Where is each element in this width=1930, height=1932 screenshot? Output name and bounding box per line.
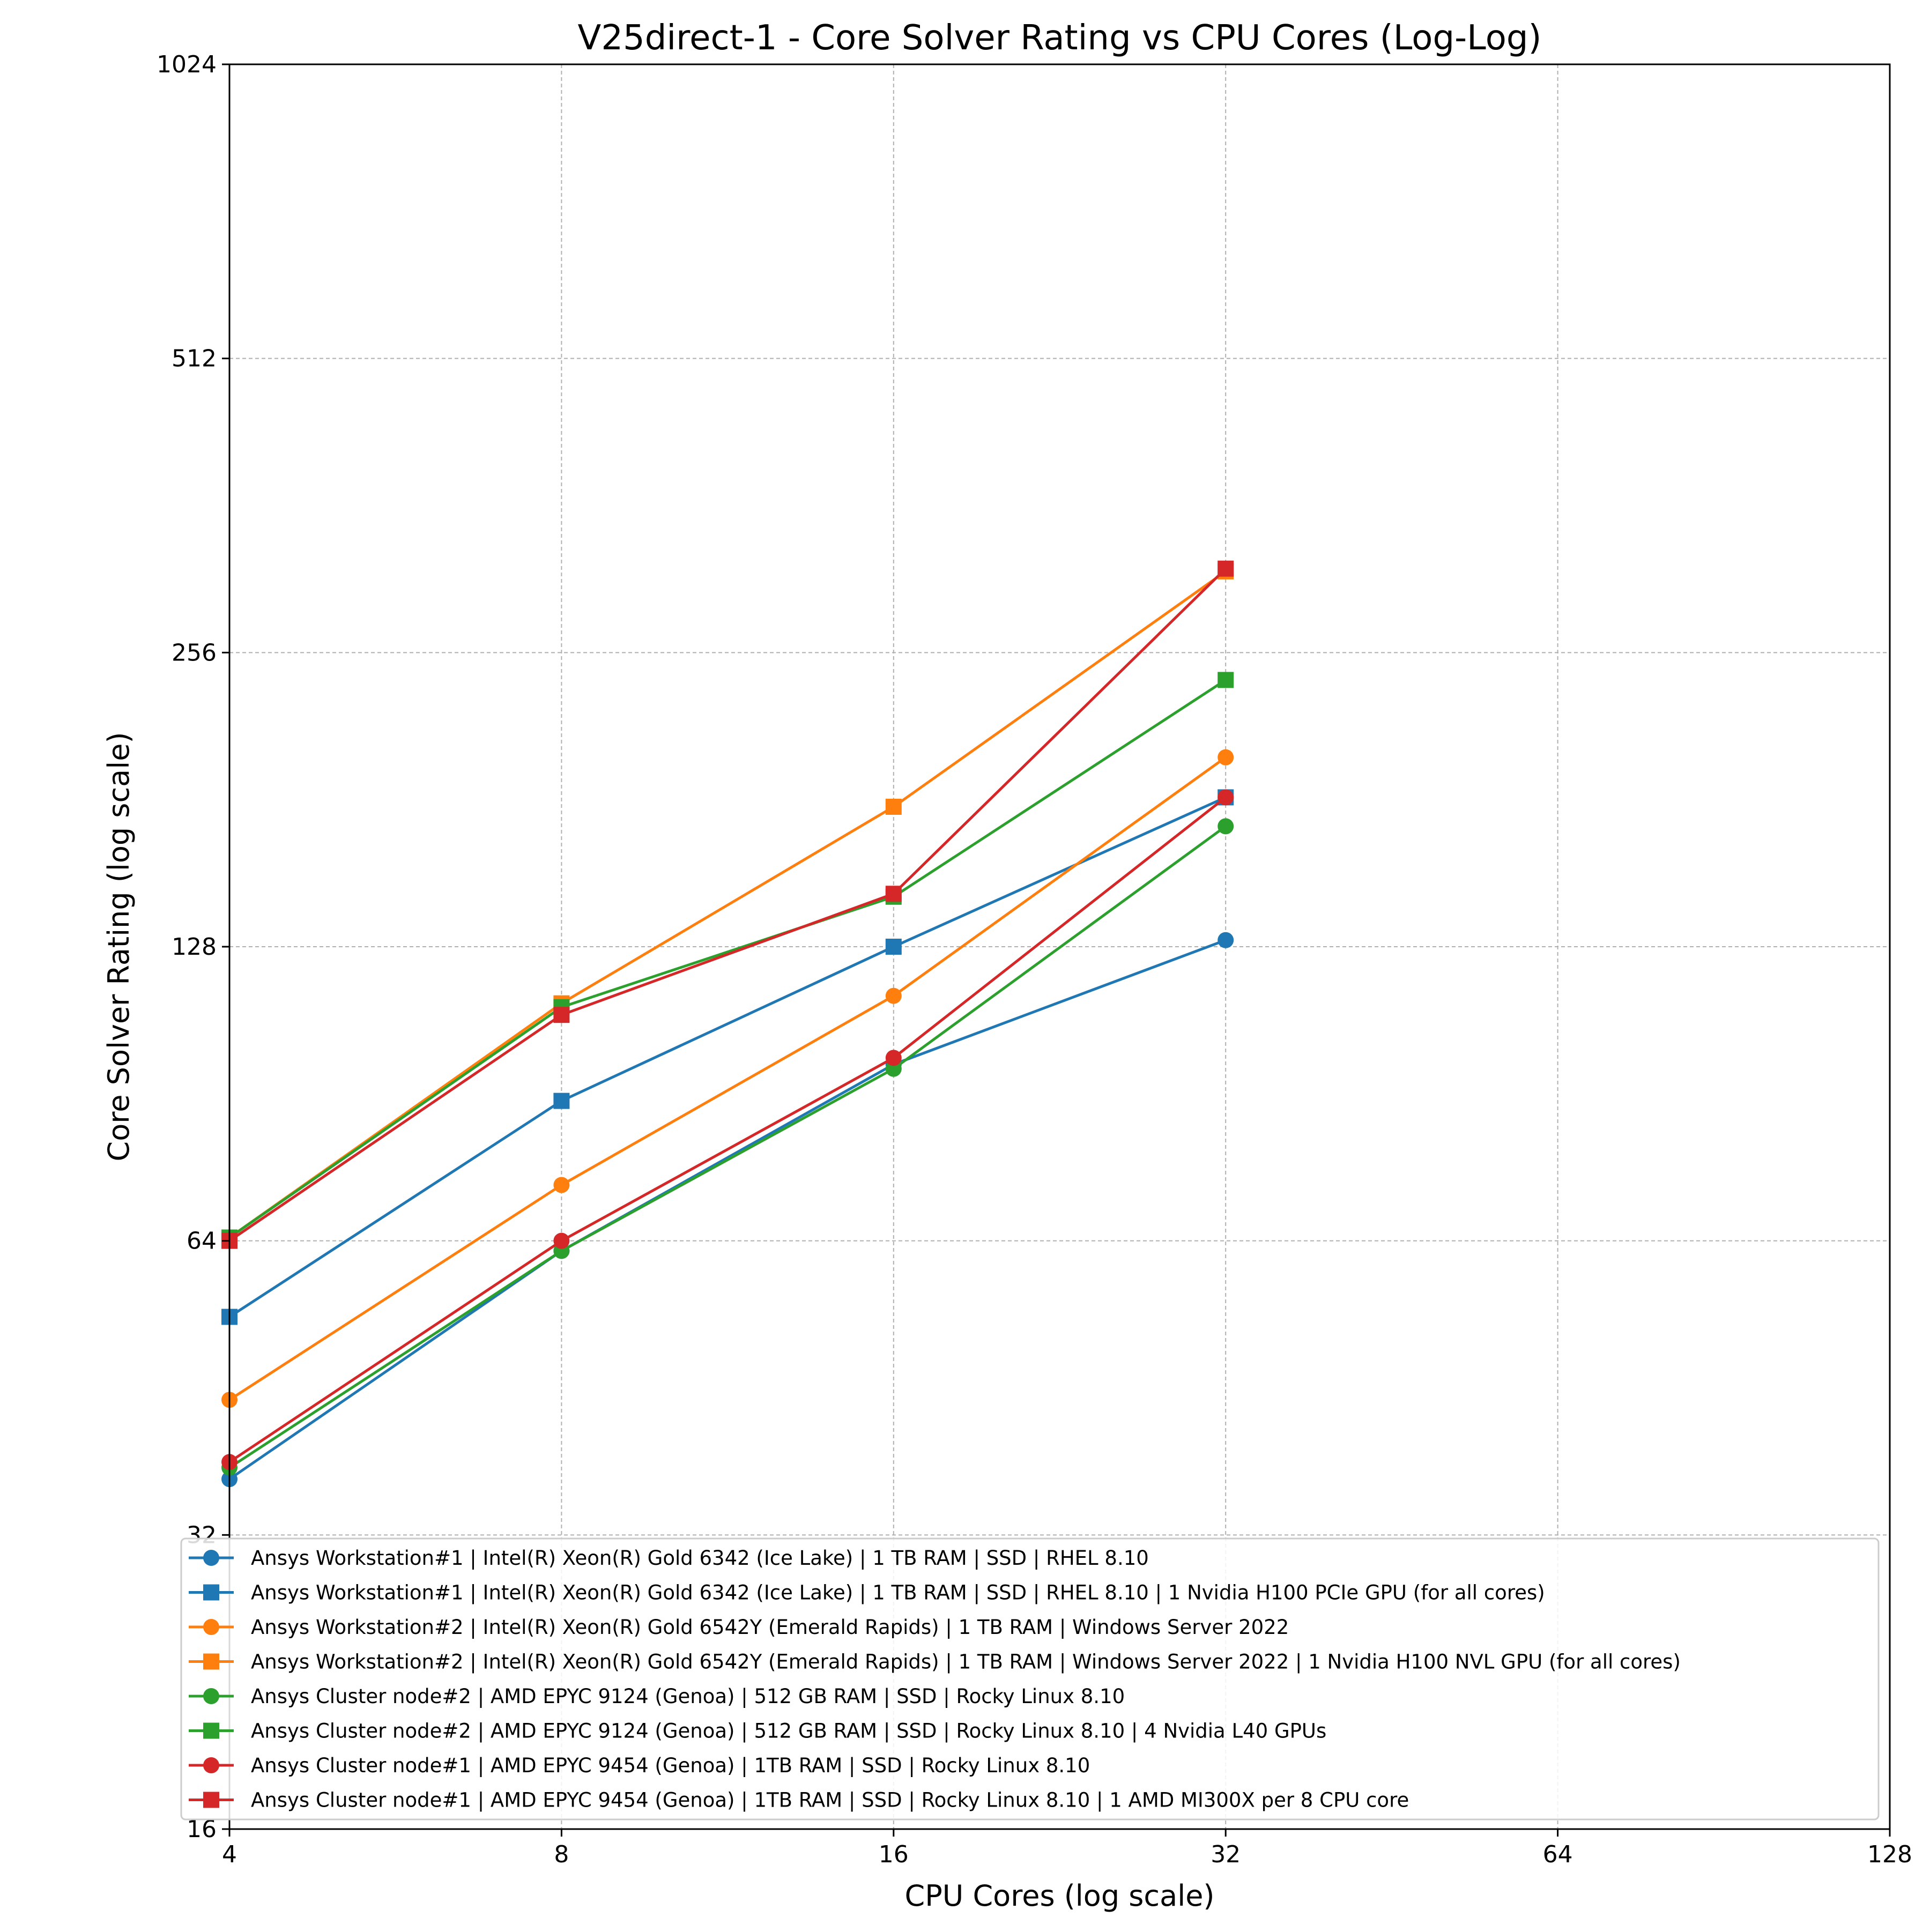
series-7 xyxy=(221,789,1234,1470)
x-tick-label: 32 xyxy=(1211,1841,1241,1868)
legend-label: Ansys Workstation#1 | Intel(R) Xeon(R) G… xyxy=(251,1581,1545,1604)
x-tick-label: 128 xyxy=(1867,1841,1912,1868)
data-point xyxy=(553,1177,570,1193)
legend-marker xyxy=(203,1722,219,1739)
legend-entry: Ansys Cluster node#1 | AMD EPYC 9454 (Ge… xyxy=(189,1789,1409,1812)
series-line xyxy=(228,796,1227,1318)
legend-entry: Ansys Cluster node#1 | AMD EPYC 9454 (Ge… xyxy=(189,1754,1090,1777)
y-tick-label: 128 xyxy=(172,933,217,961)
legend-marker xyxy=(203,1584,219,1601)
data-point xyxy=(1218,818,1234,835)
y-tick-label: 1024 xyxy=(157,51,217,78)
series-3 xyxy=(221,749,1234,1408)
legend-entry: Ansys Workstation#2 | Intel(R) Xeon(R) G… xyxy=(189,1651,1681,1674)
legend-label: Ansys Cluster node#2 | AMD EPYC 9124 (Ge… xyxy=(251,1685,1125,1708)
x-axis-label: CPU Cores (log scale) xyxy=(905,1879,1215,1913)
data-point xyxy=(885,939,902,955)
data-point xyxy=(1218,932,1234,948)
data-point xyxy=(885,987,902,1004)
legend-label: Ansys Cluster node#1 | AMD EPYC 9454 (Ge… xyxy=(251,1789,1409,1812)
chart-title: V25direct-1 - Core Solver Rating vs CPU … xyxy=(578,18,1542,58)
x-tick-label: 8 xyxy=(554,1841,569,1868)
legend-entry: Ansys Workstation#1 | Intel(R) Xeon(R) G… xyxy=(189,1581,1545,1604)
legend-marker xyxy=(203,1619,219,1635)
legend: Ansys Workstation#1 | Intel(R) Xeon(R) G… xyxy=(180,1537,1880,1820)
legend-marker xyxy=(203,1757,219,1773)
legend-entry: Ansys Cluster node#2 | AMD EPYC 9124 (Ge… xyxy=(189,1685,1125,1708)
series-line xyxy=(228,567,1227,1242)
legend-marker xyxy=(203,1792,219,1808)
legend-label: Ansys Cluster node#2 | AMD EPYC 9124 (Ge… xyxy=(251,1720,1326,1743)
series-line xyxy=(228,796,1227,1463)
legend-label: Ansys Workstation#2 | Intel(R) Xeon(R) G… xyxy=(251,1616,1289,1639)
series-line xyxy=(228,825,1227,1469)
legend-label: Ansys Cluster node#1 | AMD EPYC 9454 (Ge… xyxy=(251,1754,1090,1777)
legend-label: Ansys Workstation#1 | Intel(R) Xeon(R) G… xyxy=(251,1547,1149,1570)
data-point xyxy=(1218,672,1234,688)
legend-label: Ansys Workstation#2 | Intel(R) Xeon(R) G… xyxy=(251,1651,1681,1674)
data-point xyxy=(1218,789,1234,806)
legend-entry: Ansys Cluster node#2 | AMD EPYC 9124 (Ge… xyxy=(189,1720,1326,1743)
x-tick-label: 16 xyxy=(879,1841,909,1868)
series-layer xyxy=(221,560,1234,1488)
y-axis-label: Core Solver Rating (log scale) xyxy=(102,732,136,1161)
data-point xyxy=(553,1232,570,1249)
data-point xyxy=(553,1093,570,1109)
legend-entry: Ansys Workstation#2 | Intel(R) Xeon(R) G… xyxy=(189,1616,1289,1639)
y-tick-label: 64 xyxy=(187,1228,217,1255)
data-point xyxy=(1218,560,1234,577)
data-point xyxy=(885,798,902,815)
legend-marker xyxy=(203,1688,219,1704)
legend-box xyxy=(180,1537,1880,1820)
y-tick-label: 256 xyxy=(172,639,217,666)
legend-marker xyxy=(203,1550,219,1566)
data-point xyxy=(885,1050,902,1066)
data-point xyxy=(553,1007,570,1023)
series-line xyxy=(228,570,1227,1239)
series-line xyxy=(228,939,1227,1481)
series-line xyxy=(228,756,1227,1401)
data-point xyxy=(1218,749,1234,766)
data-point xyxy=(885,886,902,902)
series-line xyxy=(228,679,1227,1239)
x-tick-label: 64 xyxy=(1543,1841,1573,1868)
series-5 xyxy=(221,818,1234,1476)
legend-marker xyxy=(203,1653,219,1670)
legend-entry: Ansys Workstation#1 | Intel(R) Xeon(R) G… xyxy=(189,1547,1149,1570)
x-tick-label: 4 xyxy=(222,1841,237,1868)
y-tick-label: 512 xyxy=(172,345,217,373)
